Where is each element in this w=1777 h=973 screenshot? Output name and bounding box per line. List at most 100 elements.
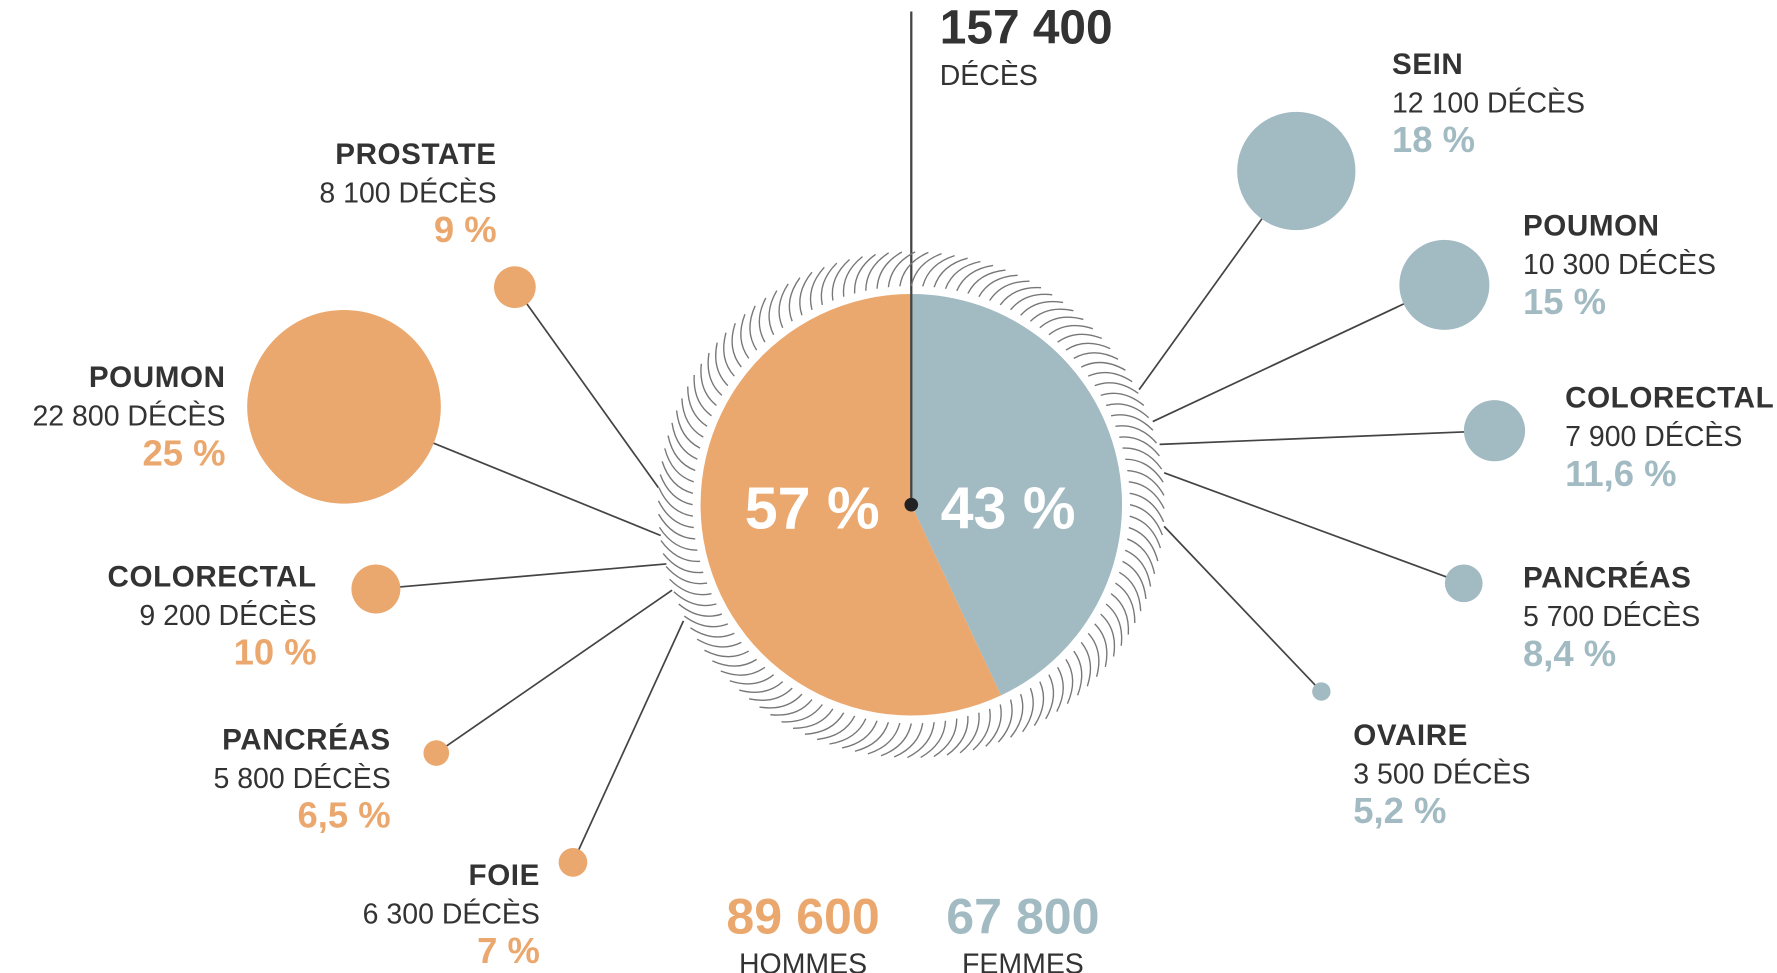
hatch-line [933, 257, 968, 288]
hatch-line [665, 565, 708, 585]
hatch-line [659, 474, 693, 506]
cancer-percent: 10 % [234, 632, 317, 673]
cancer-deaths: 22 800 DÉCÈS [32, 401, 225, 433]
hatch-line [933, 718, 958, 758]
hatch-line [673, 591, 717, 607]
hatch-line [1118, 571, 1142, 612]
cancer-deaths: 8 100 DÉCÈS [319, 177, 496, 209]
hatch-line [1100, 613, 1116, 657]
hatch-line [944, 260, 981, 289]
hatch-line [1056, 666, 1064, 712]
hatch-line [1129, 492, 1165, 523]
hatch-line [681, 398, 704, 438]
hatch-line [1087, 632, 1100, 677]
hatch-line [740, 313, 750, 359]
cancer-name: SEIN [1392, 48, 1463, 81]
hatch-line [967, 269, 1006, 294]
hatch-line [729, 674, 775, 685]
cancer-deaths: 3 500 DÉCÈS [1353, 758, 1530, 790]
hatch-line [689, 627, 735, 638]
cancer-deaths: 5 700 DÉCÈS [1523, 601, 1700, 633]
hatch-line [715, 342, 729, 387]
hatch-line [842, 256, 863, 297]
cancer-deaths: 7 900 DÉCÈS [1565, 421, 1742, 453]
hatch-line [749, 687, 793, 701]
hatch-line [662, 553, 704, 574]
hatch-line [1087, 371, 1133, 383]
pie-slice [911, 293, 1123, 696]
hatch-line [1122, 447, 1163, 470]
hatch-line [920, 720, 947, 759]
hatch-line [899, 251, 929, 287]
cancer-percent: 18 % [1392, 119, 1475, 160]
hatch-line [657, 513, 696, 540]
hatch-line [1127, 469, 1165, 496]
connector [1163, 525, 1322, 693]
cancer-name: PROSTATE [335, 138, 496, 171]
hatch-line [1122, 560, 1147, 600]
bubble [423, 740, 450, 766]
pie-slice [700, 293, 1002, 716]
hatch-line [959, 712, 980, 754]
hatch-line [1057, 333, 1103, 343]
hatch-line [1115, 582, 1136, 623]
cancer-percent: 6,5 % [298, 795, 391, 836]
hatch-line [799, 271, 813, 316]
hatch-line [972, 708, 991, 751]
cancer-name: POUMON [1523, 210, 1660, 243]
hatch-line [669, 578, 712, 596]
hatch-line [997, 699, 1013, 743]
bubble [1312, 682, 1331, 701]
hatch-line [658, 526, 698, 551]
hatch-line [841, 720, 878, 749]
center-dot [904, 497, 919, 512]
hatch-line [758, 297, 767, 343]
connector [375, 563, 667, 590]
hatch-line [671, 422, 698, 460]
hatch-line [678, 603, 723, 617]
hatch-line [1039, 316, 1084, 329]
hatch-line [749, 305, 758, 351]
hatch-line [831, 258, 851, 301]
hatch-line [1020, 300, 1064, 316]
cancer-percent: 5,2 % [1353, 790, 1446, 831]
hatch-line [667, 435, 696, 472]
bubble [493, 266, 536, 309]
hatch-line [1124, 549, 1152, 587]
hatch-line [788, 277, 801, 322]
hatch-line [739, 681, 784, 693]
hatch-line [1022, 687, 1034, 733]
cancer-name: FOIE [469, 859, 540, 892]
hatch-line [1029, 308, 1074, 322]
hatch-line [1065, 342, 1111, 351]
connector [1159, 429, 1495, 446]
hatch-line [1010, 693, 1024, 738]
hatch-line [804, 712, 845, 735]
hatch-line [1065, 659, 1074, 704]
hatch-line [1010, 293, 1053, 311]
hatch-line [829, 718, 867, 745]
connector [514, 286, 660, 489]
group-total: 67 800 [946, 889, 1099, 945]
hatch-line [660, 540, 701, 563]
total-value: 157 400 [940, 1, 1113, 54]
hatch-line [707, 352, 723, 396]
hatch-line [910, 253, 942, 287]
hatch-line [778, 283, 789, 329]
hatch-line [712, 658, 758, 667]
hatch-line [816, 715, 856, 741]
hatch-line [989, 280, 1030, 301]
cancer-name: COLORECTAL [1565, 382, 1774, 415]
hatch-line [693, 374, 712, 417]
hatch-line [658, 487, 693, 517]
cancer-percent: 8,4 % [1523, 633, 1616, 674]
cancer-name: PANCRÉAS [1523, 561, 1692, 595]
hatch-line [1100, 392, 1145, 406]
hatch-line [922, 254, 955, 287]
hatch-line [1127, 538, 1156, 575]
group-name: FEMMES [962, 949, 1084, 973]
cancer-name: COLORECTAL [108, 561, 317, 594]
cancer-percent: 11,6 % [1565, 453, 1676, 494]
